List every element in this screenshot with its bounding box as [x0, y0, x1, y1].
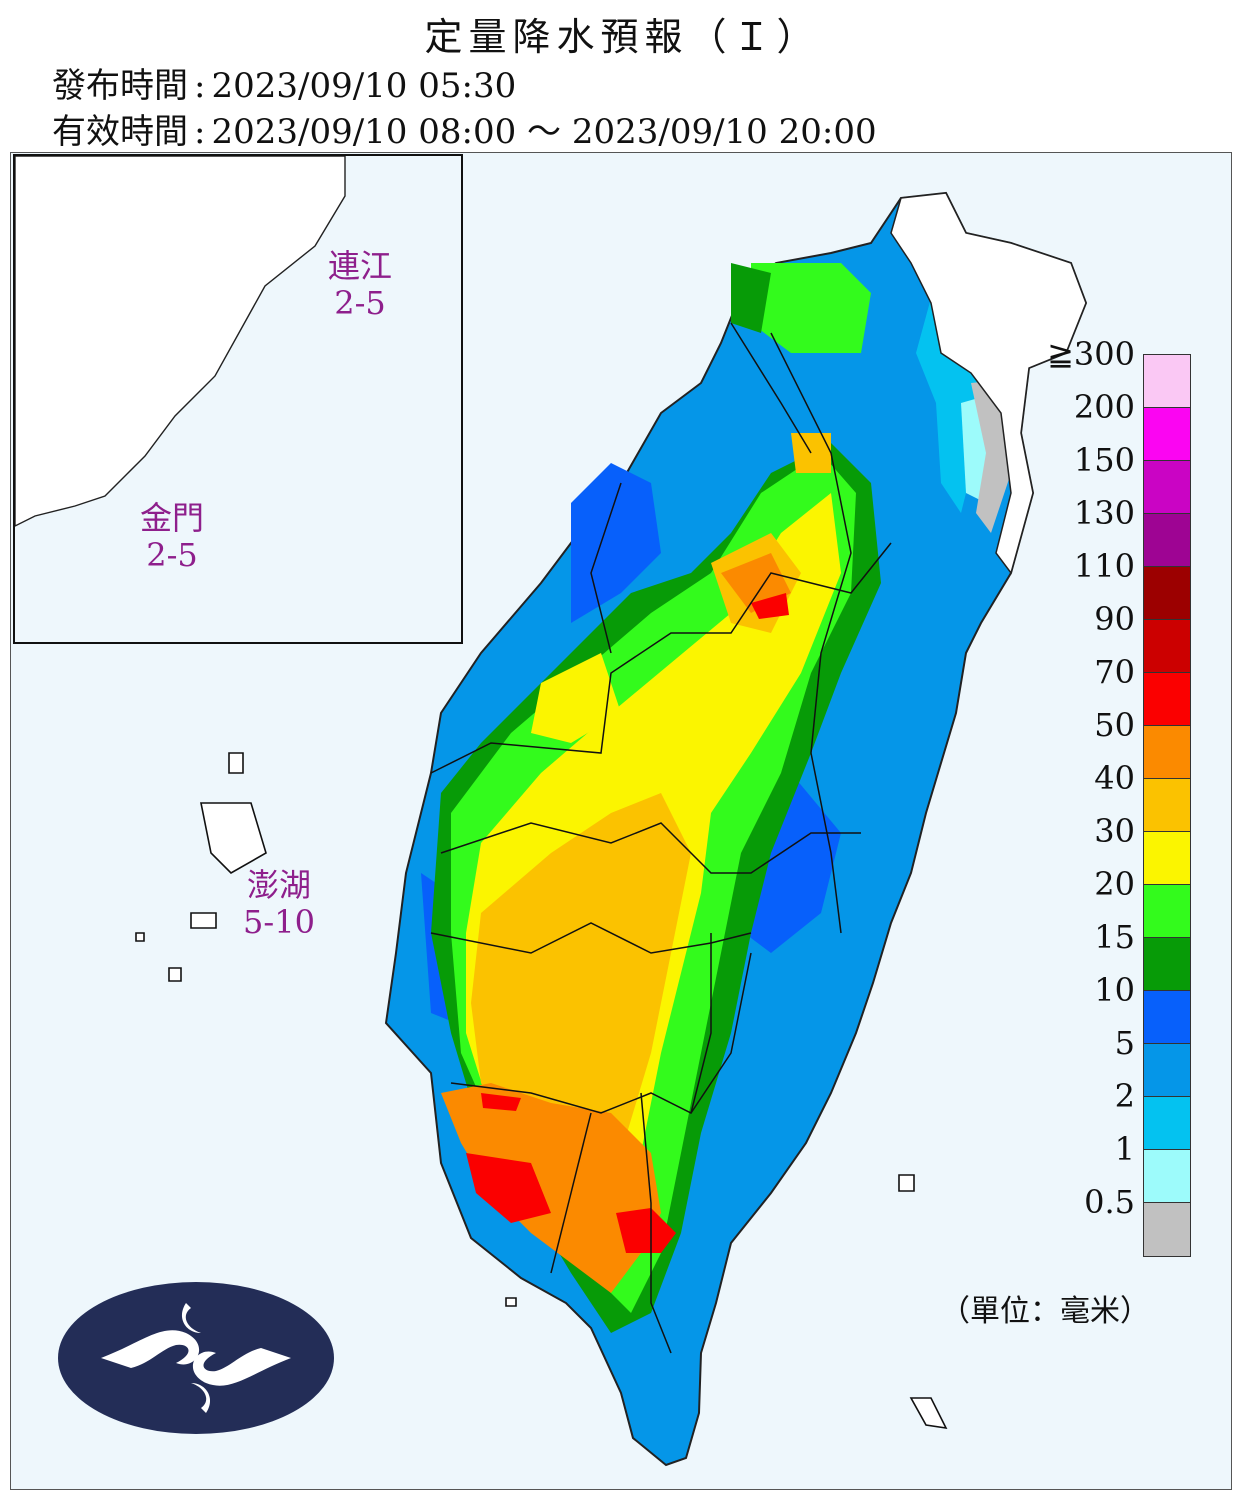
- valid-time-value: 2023/09/10 08:00 ～ 2023/09/10 20:00: [211, 112, 877, 152]
- legend-tick-label: 150: [1073, 441, 1135, 479]
- legend-tick-label: 15: [1094, 918, 1135, 956]
- legend-tick-label: ≧300: [1047, 335, 1135, 373]
- rain-zone-70-90: [616, 1208, 676, 1253]
- legend-tick-label: 130: [1073, 494, 1135, 532]
- legend-swatch: [1144, 355, 1190, 408]
- legend-tick-label: 2: [1114, 1077, 1135, 1115]
- map-frame: 連江 2-5 金門 2-5 澎湖 5-10: [10, 152, 1232, 1490]
- legend-swatch: [1144, 779, 1190, 832]
- legend-colorbar: [1143, 354, 1191, 1257]
- rain-zone-15-20: [731, 263, 771, 333]
- island-inset: 連江 2-5 金門 2-5: [13, 154, 463, 644]
- legend-tick-label: 200: [1073, 388, 1135, 426]
- rainfall-map: [135, 191, 1088, 1467]
- legend-swatch: [1144, 726, 1190, 779]
- legend-swatch: [1144, 885, 1190, 938]
- issue-time-label: 發布時間: [52, 66, 188, 106]
- legend-swatch: [1144, 461, 1190, 514]
- legend-tick-label: 0.5: [1084, 1183, 1135, 1221]
- penghu-islands: [135, 752, 267, 982]
- kinmen-range: 2-5: [146, 535, 198, 574]
- legend-swatch: [1144, 1203, 1190, 1256]
- legend-tick-label: 70: [1094, 653, 1135, 691]
- lienchiang-range: 2-5: [334, 283, 386, 322]
- rain-zone-70-90: [481, 1093, 521, 1111]
- legend-tick-label: 10: [1094, 971, 1135, 1009]
- penghu-label: 澎湖 5-10: [229, 867, 329, 941]
- rain-zone-30-40: [531, 653, 621, 743]
- page-title: 定量降水預報（Ｉ）: [424, 15, 821, 59]
- rain-zone-70-90: [751, 593, 789, 619]
- lienchiang-label: 連江 2-5: [315, 248, 405, 322]
- valid-time-label: 有效時間: [52, 112, 188, 152]
- northeast-tip: [890, 192, 1087, 575]
- legend-swatch: [1144, 1044, 1190, 1097]
- cwb-logo: [58, 1282, 334, 1434]
- county-boundaries: [430, 322, 892, 1354]
- legend-tick-label: 110: [1073, 547, 1135, 585]
- rain-zone-50-70: [441, 1083, 661, 1293]
- rain-zone-70-90: [466, 1153, 551, 1223]
- mainland-coast: [15, 156, 346, 527]
- legend-swatch: [1144, 620, 1190, 673]
- issue-time-value: 2023/09/10 05:30: [211, 66, 517, 106]
- legend-swatch: [1144, 991, 1190, 1044]
- legend-tick-label: 30: [1094, 812, 1135, 850]
- legend-swatch: [1144, 514, 1190, 567]
- legend-swatch: [1144, 408, 1190, 461]
- kinmen-label: 金門 2-5: [127, 500, 217, 574]
- legend-tick-label: 1: [1114, 1130, 1135, 1168]
- legend-swatch: [1144, 938, 1190, 991]
- unit-label: （單位：毫米）: [940, 1294, 1150, 1329]
- legend-swatch: [1144, 673, 1190, 726]
- legend-swatch: [1144, 1097, 1190, 1150]
- penghu-range: 5-10: [243, 902, 315, 941]
- lienchiang-name: 連江: [327, 247, 392, 285]
- outer-islands: [505, 1174, 948, 1430]
- legend-swatch: [1144, 832, 1190, 885]
- legend-tick-label: 5: [1114, 1024, 1135, 1062]
- valid-time: 有效時間:2023/09/10 08:00 ～ 2023/09/10 20:00: [52, 112, 877, 152]
- legend-tick-label: 90: [1094, 600, 1135, 638]
- penghu-name: 澎湖: [246, 866, 311, 904]
- legend-swatch: [1144, 1150, 1190, 1203]
- legend-swatch: [1144, 567, 1190, 620]
- legend-tick-label: 20: [1094, 865, 1135, 903]
- legend-tick-label: 50: [1094, 706, 1135, 744]
- legend-tick-label: 40: [1094, 759, 1135, 797]
- kinmen-name: 金門: [139, 499, 204, 537]
- issue-time: 發布時間:2023/09/10 05:30: [52, 66, 517, 106]
- rain-zone-20-30: [751, 263, 871, 353]
